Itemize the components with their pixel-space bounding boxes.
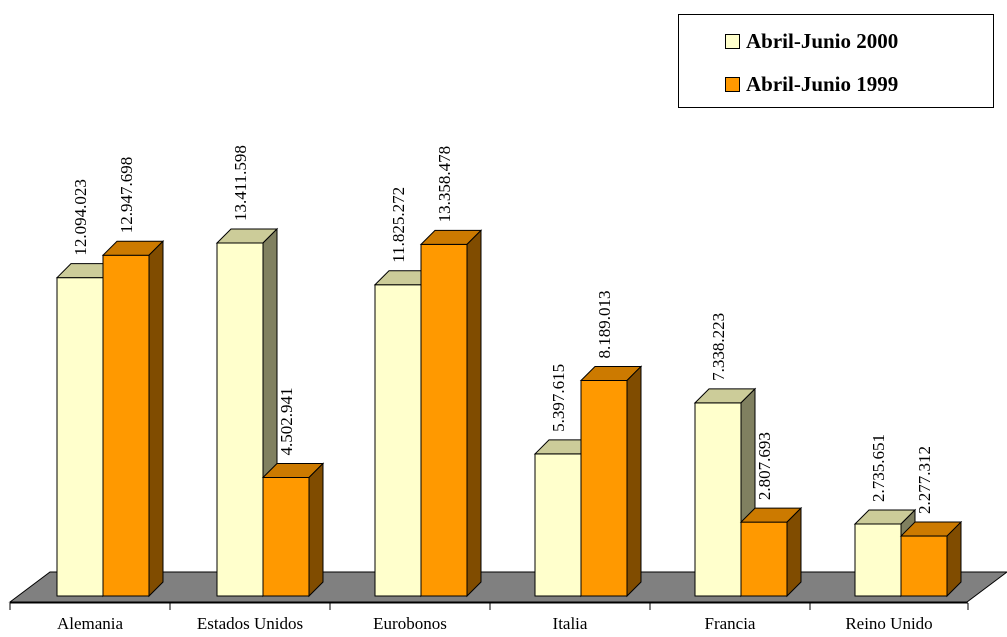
legend: Abril-Junio 2000 Abril-Junio 1999 xyxy=(678,14,994,108)
bar-1999-italia xyxy=(579,365,643,598)
legend-swatch-2000 xyxy=(725,34,740,49)
data-label: 11.825.272 xyxy=(389,187,408,263)
x-axis xyxy=(9,602,969,610)
bar-front xyxy=(740,521,788,597)
bar-front xyxy=(900,535,948,597)
bar-1999-eurobonos xyxy=(419,229,483,598)
data-label: 5.397.615 xyxy=(549,364,568,432)
data-label: 2.735.651 xyxy=(869,434,888,502)
data-label: 13.358.478 xyxy=(435,146,454,223)
bar-2000-estados-unidos xyxy=(215,227,279,598)
bar-1999-estados-unidos xyxy=(261,462,325,598)
x-tick-label: Italia xyxy=(553,614,588,633)
legend-swatch-1999 xyxy=(725,77,740,92)
bar-front xyxy=(374,284,422,597)
data-label: 13.411.598 xyxy=(231,145,250,221)
bar-2000-reino-unido xyxy=(853,508,917,598)
data-label: 7.338.223 xyxy=(709,313,728,381)
data-label: 2.277.312 xyxy=(915,446,934,514)
x-tick-label: Francia xyxy=(705,614,756,633)
bar-front xyxy=(56,277,104,597)
bar-side xyxy=(786,506,802,598)
legend-label-2000: Abril-Junio 2000 xyxy=(746,29,899,53)
bar-front xyxy=(262,476,310,597)
bar-side xyxy=(946,520,962,598)
x-tick-label: Eurobonos xyxy=(373,614,447,633)
bar-side xyxy=(466,229,482,598)
data-label: 12.094.023 xyxy=(71,179,90,256)
x-tick-label: Reino Unido xyxy=(845,614,932,633)
data-label: 12.947.698 xyxy=(117,157,136,234)
bar-front xyxy=(216,242,264,597)
legend-item-2000: Abril-Junio 2000 xyxy=(725,29,898,54)
bar-side xyxy=(626,365,642,598)
bar-front xyxy=(102,254,150,597)
bar-1999-francia xyxy=(739,506,803,598)
data-label: 4.502.941 xyxy=(277,387,296,455)
bar-front xyxy=(854,523,902,597)
data-label: 2.807.693 xyxy=(755,432,774,500)
x-tick-label: Estados Unidos xyxy=(197,614,303,633)
bar-side xyxy=(308,462,324,598)
bar-side xyxy=(148,240,164,598)
bar-1999-alemania xyxy=(101,240,165,598)
data-labels: 12.094.023 13.411.598 11.825.272 5.397.615 7… xyxy=(71,145,934,514)
bar-front xyxy=(534,453,582,597)
bar-front xyxy=(420,243,468,597)
x-tick-label: Alemania xyxy=(57,614,124,633)
bar-front xyxy=(580,379,628,597)
bar-1999-reino-unido xyxy=(899,520,963,598)
legend-item-1999: Abril-Junio 1999 xyxy=(725,72,898,97)
x-tick-labels: Alemania Estados Unidos Eurobonos Italia Fra… xyxy=(57,614,933,633)
data-label: 8.189.013 xyxy=(595,290,614,358)
bar-front xyxy=(694,402,742,597)
legend-label-1999: Abril-Junio 1999 xyxy=(746,72,899,96)
bars xyxy=(55,227,963,598)
